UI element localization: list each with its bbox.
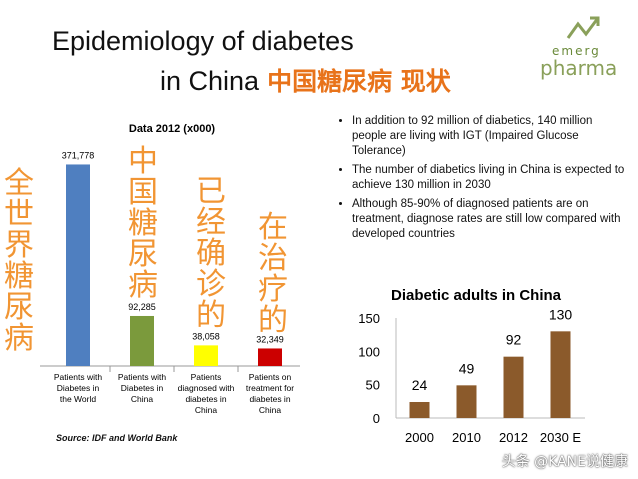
- left-chart-title: Data 2012 (x000): [129, 123, 216, 135]
- logo-line1: emerg: [552, 44, 601, 58]
- category-label: Patients with Diabetes in the World: [54, 372, 102, 404]
- subtitle-en: in China: [160, 66, 260, 96]
- x-tick-label: 2012: [499, 430, 528, 445]
- bar: [456, 385, 477, 418]
- right-chart-title: Diabetic adults in China: [391, 287, 562, 304]
- annotation-world-cn: 全世界糖尿病: [4, 166, 34, 356]
- page-subtitle: in China 中国糖尿病 现状: [160, 62, 451, 98]
- y-tick-label: 50: [366, 378, 380, 393]
- logo-line2: pharma: [540, 56, 618, 80]
- bullet-item: In addition to 92 million of diabetics, …: [352, 114, 630, 159]
- right-bar-chart: Diabetic adults in China 0 50 100 150 24 49 9…: [358, 287, 585, 445]
- logo: emerg pharma: [536, 14, 622, 84]
- category-label: Patients with Diabetes in China: [118, 372, 166, 404]
- page-title: Epidemiology of diabetes: [52, 26, 354, 56]
- bullet-item: The number of diabetics living in China …: [352, 163, 630, 193]
- bar-value-label: 38,058: [192, 331, 220, 341]
- bar: [258, 348, 282, 366]
- bar-value-label: 49: [459, 360, 475, 376]
- y-tick-label: 0: [373, 411, 380, 426]
- bar-value-label: 130: [549, 306, 573, 322]
- annotation-china-cn: 中国糖尿病: [128, 144, 158, 303]
- bar: [194, 345, 218, 366]
- y-tick-label: 100: [358, 344, 380, 359]
- x-tick-label: 2030 E: [540, 430, 582, 445]
- annotation-treated-cn: 在治疗的: [258, 210, 288, 338]
- logo-mark-icon: [566, 16, 600, 39]
- y-tick-label: 150: [358, 311, 380, 326]
- bar: [503, 356, 524, 418]
- bar: [550, 331, 571, 418]
- bar: [409, 402, 430, 418]
- bar: [66, 164, 90, 366]
- watermark: 头条 @KANE说健康: [501, 454, 628, 470]
- bar-value-label: 92,285: [128, 302, 156, 312]
- category-label: Patients on treatment for diabetes in China: [246, 372, 294, 415]
- bullet-list: In addition to 92 million of diabetics, …: [330, 114, 630, 246]
- category-label: Patients diagnosed with diabetes in China: [178, 372, 235, 415]
- bar-value-label: 371,778: [62, 150, 95, 160]
- bullet-item: Although 85-90% of diagnosed patients ar…: [352, 197, 630, 242]
- bar: [130, 315, 154, 366]
- bar-value-label: 32,349: [256, 334, 284, 344]
- x-tick-label: 2000: [405, 430, 434, 445]
- bar-value-label: 92: [506, 332, 522, 348]
- subtitle-cn: 中国糖尿病 现状: [267, 67, 451, 96]
- x-tick-label: 2010: [452, 430, 481, 445]
- source-note: Source: IDF and World Bank: [56, 433, 178, 443]
- annotation-diagnosed-cn: 已经确诊的: [196, 174, 226, 333]
- left-bar-chart: Data 2012 (x000) 371,778 92,285 38,058 32,3…: [40, 123, 300, 415]
- bar-value-label: 24: [412, 377, 428, 393]
